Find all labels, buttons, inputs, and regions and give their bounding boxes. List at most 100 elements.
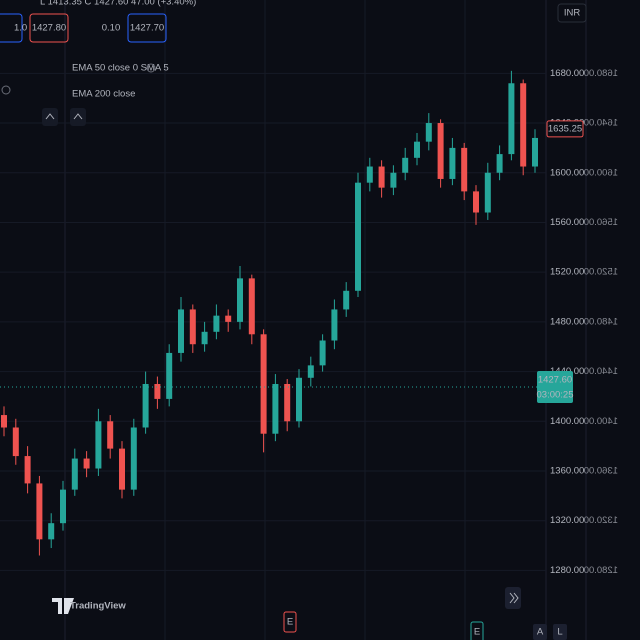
candle-body xyxy=(201,331,208,345)
axis-button-label: L xyxy=(557,627,562,638)
candle-body xyxy=(213,315,220,332)
event-marker[interactable] xyxy=(470,621,484,640)
candle-body xyxy=(237,278,243,322)
candle-body xyxy=(119,448,125,490)
candle-body xyxy=(272,384,279,434)
y-tick-label: 1360.00 xyxy=(550,466,584,477)
y-tick-label: 1280.00 xyxy=(550,565,584,576)
candle-body xyxy=(83,458,90,469)
candle-body xyxy=(532,137,538,167)
candle-body xyxy=(24,456,31,484)
chevron xyxy=(45,113,55,120)
candle-body xyxy=(1,415,7,428)
event-label: E xyxy=(474,627,480,638)
candle-body xyxy=(366,166,373,183)
candle-body xyxy=(449,147,456,179)
spread: 0.10 xyxy=(102,23,121,34)
event-marker[interactable] xyxy=(283,611,297,633)
candle-body xyxy=(331,309,338,341)
candle-body xyxy=(260,334,267,434)
last-price-box xyxy=(537,370,573,403)
candle-body xyxy=(378,166,385,188)
brand-logo xyxy=(52,598,74,614)
candle-body xyxy=(296,377,302,422)
y-tick-label-reflection: 1480.00 xyxy=(584,316,618,327)
candle-body xyxy=(12,427,19,457)
indicator-icon[interactable] xyxy=(146,63,156,73)
y-tick-label: 1480.00 xyxy=(550,316,584,327)
candle-body xyxy=(508,83,515,155)
candle-body xyxy=(130,427,137,490)
candle-body xyxy=(189,309,196,345)
candle-body xyxy=(142,384,149,428)
y-tick-label: 1400.00 xyxy=(550,416,584,427)
candle-body xyxy=(437,123,444,179)
y-tick-label: 1320.00 xyxy=(550,515,584,526)
candle-body xyxy=(484,172,491,213)
axis-button[interactable] xyxy=(533,624,547,640)
candle-body xyxy=(461,147,468,192)
candle-body xyxy=(95,421,102,469)
candle-body xyxy=(319,340,326,366)
price-marker-box xyxy=(546,120,584,138)
candle-body xyxy=(402,157,409,173)
candle-body xyxy=(225,315,232,322)
indicator-icon[interactable] xyxy=(1,85,11,95)
candle-body xyxy=(284,384,291,422)
axis-button[interactable] xyxy=(553,624,567,640)
candle-body xyxy=(343,290,350,310)
chevron xyxy=(73,113,83,120)
collapse-button[interactable] xyxy=(70,108,86,126)
candle-body xyxy=(166,352,173,399)
y-tick-label-reflection: 1520.00 xyxy=(584,267,618,278)
indicator-label: EMA 50 close 0 SMA 5 xyxy=(72,63,169,74)
candle-body xyxy=(248,278,255,335)
candle-body xyxy=(414,141,420,158)
candle-body xyxy=(71,458,78,490)
y-tick-label-reflection: 1680.00 xyxy=(584,68,618,79)
grid xyxy=(64,0,587,640)
candle-body xyxy=(154,384,161,399)
y-tick-label: 1560.00 xyxy=(550,217,584,228)
y-tick-label-reflection: 1280.00 xyxy=(584,565,618,576)
indicator-label: EMA 200 close xyxy=(72,89,135,100)
candle-body xyxy=(390,172,397,188)
countdown: 03:00:25 xyxy=(537,389,574,400)
collapse-button[interactable] xyxy=(42,108,58,126)
candle-body xyxy=(496,154,503,173)
brand: TradingView xyxy=(70,601,126,612)
y-tick-label: 1520.00 xyxy=(550,267,584,278)
qty-box[interactable] xyxy=(0,13,23,43)
axis-button-label: A xyxy=(537,627,544,638)
y-tick-label-reflection: 1400.00 xyxy=(584,416,618,427)
candle-body xyxy=(48,523,55,540)
candle-body xyxy=(425,123,432,142)
candle-body xyxy=(60,489,66,524)
scroll-icon xyxy=(509,592,519,604)
axis-reflection: 1280.00 1320.00 1360.00 1400.00 1440.00 1480.… xyxy=(584,68,618,576)
y-tick-label-reflection: 1320.00 xyxy=(584,515,618,526)
buy-button[interactable] xyxy=(127,13,167,43)
y-tick-label-reflection: 1440.00 xyxy=(584,366,618,377)
y-tick-label: 1680.00 xyxy=(550,68,584,79)
currency: INR xyxy=(564,8,581,19)
candle-body xyxy=(520,83,527,167)
candle-body xyxy=(36,483,43,540)
currency-button[interactable] xyxy=(557,3,587,23)
scroll-button[interactable] xyxy=(505,587,521,609)
candle-body xyxy=(355,182,361,291)
y-tick-label-reflection: 1360.00 xyxy=(584,466,618,477)
qty: 1.0 xyxy=(14,23,27,34)
plot: 1280.00 1320.00 1360.00 1400.00 1440.00 1480.… xyxy=(0,68,618,576)
y-tick-label-reflection: 1560.00 xyxy=(584,217,618,228)
candle-body xyxy=(307,365,314,378)
ohlc-header: L 1413.35 C 1427.60 47.00 (+3.40%) xyxy=(40,0,196,8)
y-tick-label-reflection: 1600.00 xyxy=(584,167,618,178)
sell-price: 1427.80 xyxy=(32,23,66,34)
event-label: E xyxy=(287,617,293,628)
last-price-label: 1427.60 xyxy=(538,374,572,385)
sell-button[interactable] xyxy=(29,13,69,43)
candle-body xyxy=(473,191,479,213)
